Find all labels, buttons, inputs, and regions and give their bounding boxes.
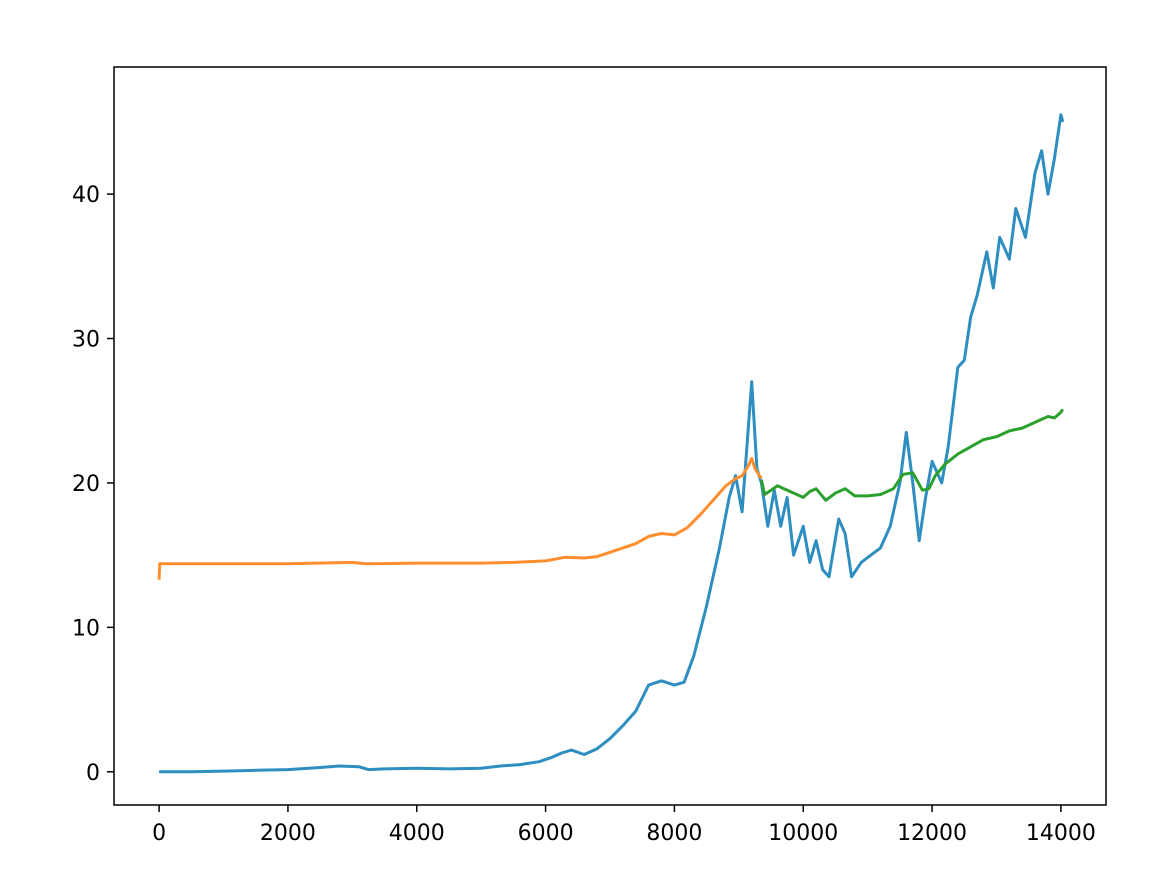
x-tick-label: 12000 [897, 821, 967, 846]
x-tick-label: 6000 [518, 821, 574, 846]
x-tick-label: 0 [152, 821, 166, 846]
y-tick-label: 10 [72, 616, 100, 641]
series-layer [157, 113, 1065, 774]
x-tick-label: 14000 [1026, 821, 1096, 846]
series-2-line [157, 456, 763, 580]
series-3-line [759, 408, 1065, 502]
x-tick-label: 4000 [389, 821, 445, 846]
x-tick-label: 8000 [646, 821, 702, 846]
y-axis-ticks: 0 10 20 30 40 [72, 183, 114, 786]
x-tick-label: 2000 [260, 821, 316, 846]
plot-frame [113, 66, 1107, 806]
y-tick-label: 20 [72, 472, 100, 497]
y-tick-label: 0 [86, 761, 100, 786]
y-tick-label: 30 [72, 328, 100, 353]
y-tick-label: 40 [72, 183, 100, 208]
x-axis-ticks: 0 2000 4000 6000 8000 10000 12000 14000 [152, 805, 1096, 846]
series-1-line [159, 113, 1065, 774]
x-tick-label: 10000 [768, 821, 838, 846]
